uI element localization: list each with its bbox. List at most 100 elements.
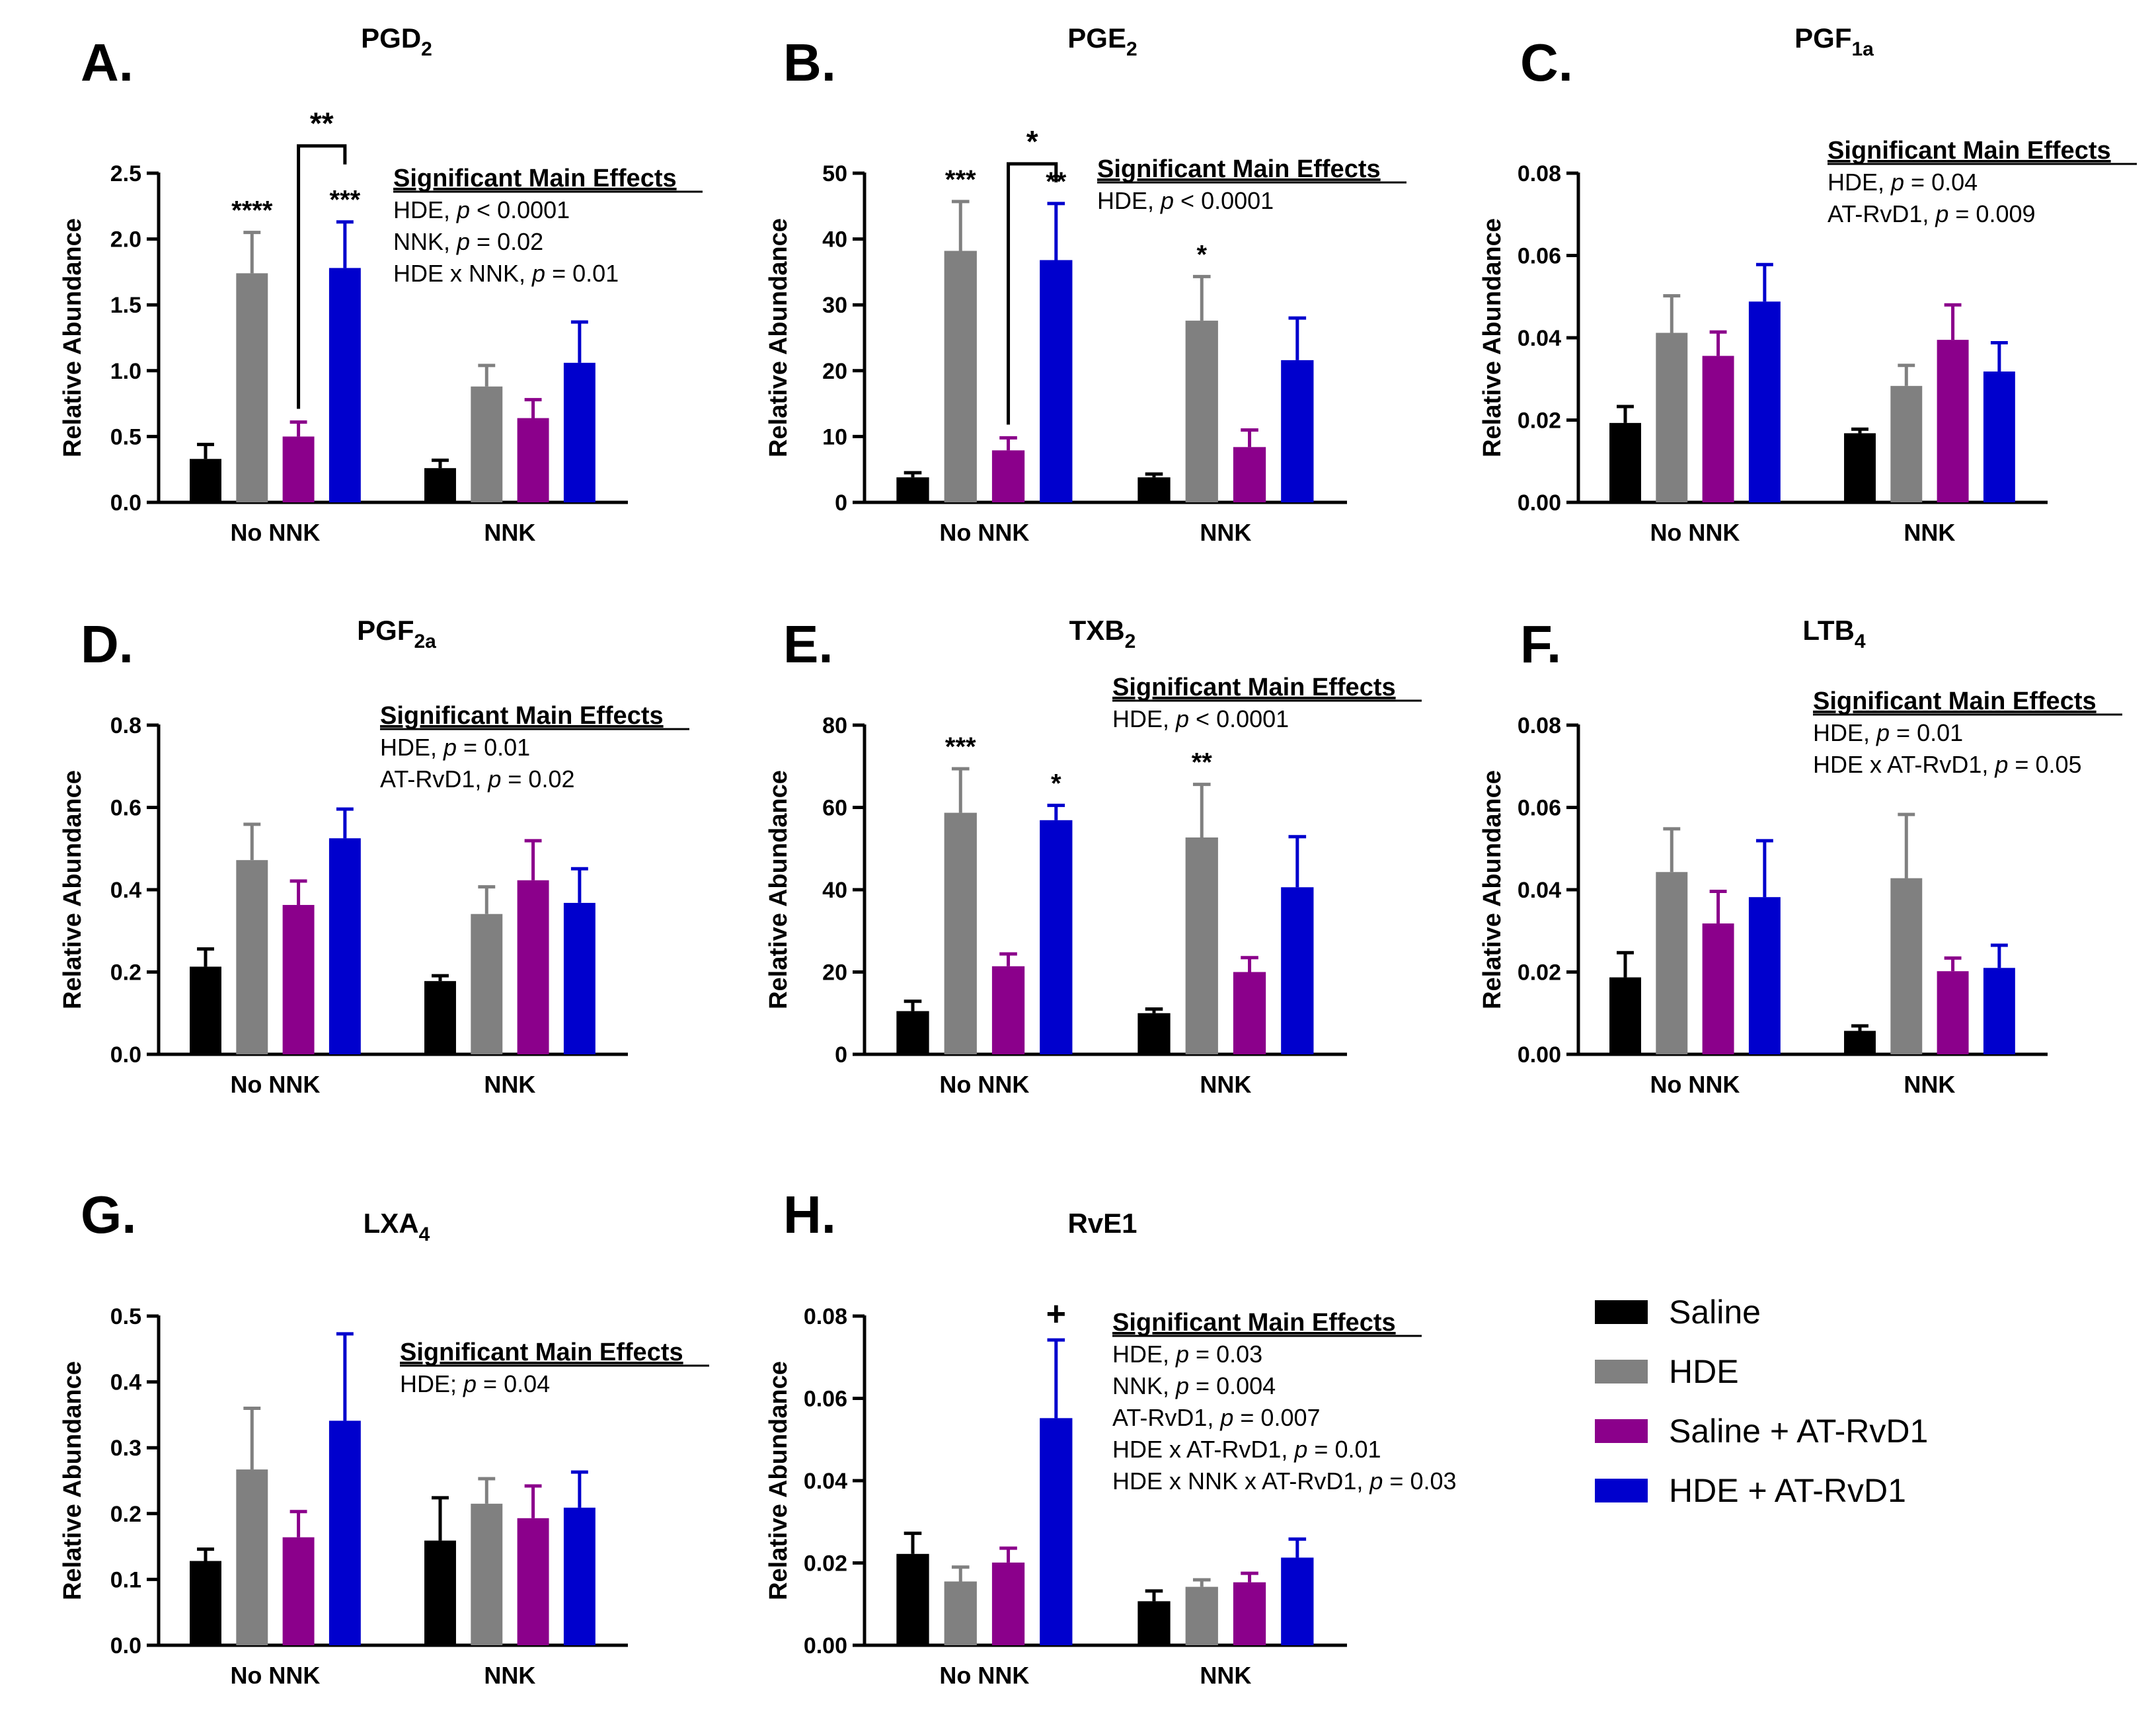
- y-tick-label: 0.08: [804, 1304, 847, 1329]
- main-effect-term: AT-RvD1,: [1828, 200, 1935, 227]
- bar: [896, 1011, 929, 1054]
- main-effect-p: p: [1369, 1467, 1383, 1495]
- main-effect-value: = 0.03: [1383, 1467, 1456, 1495]
- chart-title-main: RvE1: [1067, 1208, 1137, 1239]
- y-tick-label: 0.04: [804, 1469, 847, 1494]
- main-effect-p: p: [1175, 1341, 1189, 1368]
- bar: [896, 1553, 929, 1645]
- main-effect-p: p: [456, 228, 470, 255]
- main-effect-value: = 0.01: [457, 734, 530, 761]
- main-effect-value: < 0.0001: [470, 196, 570, 223]
- y-axis-label: Relative Abundance: [1479, 770, 1506, 1009]
- x-tick-label: NNK: [1200, 1071, 1251, 1098]
- y-tick-label: 2.5: [110, 161, 141, 186]
- main-effect-value: = 0.01: [1307, 1436, 1381, 1463]
- main-effects-box: Significant Main Effects HDE, p = 0.03 NNK…: [1112, 1309, 1457, 1495]
- y-axis-label: Relative Abundance: [59, 770, 87, 1009]
- y-tick-label: 0: [835, 1042, 847, 1068]
- main-effect-line: HDE, p < 0.0001: [1097, 187, 1274, 214]
- bar: [1656, 872, 1688, 1054]
- legend-item: Saline: [1595, 1294, 1761, 1331]
- legend-swatch: [1595, 1360, 1648, 1383]
- main-effect-line: AT-RvD1, p = 0.009: [1828, 200, 2036, 227]
- bracket-marker: *: [1026, 124, 1038, 159]
- x-tick-label: No NNK: [1650, 1071, 1740, 1098]
- legend-item: HDE + AT-RvD1: [1595, 1472, 1906, 1509]
- y-tick-label: 40: [822, 878, 847, 903]
- bar: [1233, 447, 1266, 502]
- bar: [236, 1469, 268, 1645]
- bar: [1281, 360, 1314, 502]
- bar: [190, 966, 221, 1054]
- panel-letter: C.: [1520, 33, 1573, 92]
- chart-panel-f: F. LTB4 0.00 0.02 0.04 0.06 0.08 Relative Abund…: [1479, 615, 2122, 1098]
- y-tick-label: 2.0: [110, 227, 141, 253]
- chart-title-main: LXA: [364, 1208, 419, 1239]
- y-axis-label: Relative Abundance: [765, 218, 792, 457]
- y-tick-label: 60: [822, 796, 847, 821]
- significance-bracket: [1007, 162, 1058, 425]
- main-effect-line: HDE, p < 0.0001: [393, 196, 570, 223]
- main-effects-heading: Significant Main Effects: [380, 702, 664, 730]
- bar: [1137, 477, 1171, 502]
- chart-title-subscript: 2: [421, 38, 432, 60]
- y-tick-label: 0.04: [1518, 326, 1561, 351]
- x-tick-label: NNK: [1904, 1071, 1955, 1098]
- significance-marker: **: [1192, 748, 1213, 777]
- main-effect-value: = 0.02: [470, 228, 543, 255]
- main-effect-p: p: [1890, 169, 1904, 196]
- main-effect-line: HDE x NNK x AT-RvD1, p = 0.03: [1112, 1467, 1457, 1495]
- bar: [1890, 878, 1923, 1054]
- y-tick-label: 20: [822, 960, 847, 986]
- main-effect-term: HDE,: [380, 734, 443, 761]
- bar: [1040, 820, 1073, 1054]
- bar: [1748, 301, 1781, 502]
- bar: [563, 1507, 596, 1645]
- legend-label: Saline + AT-RvD1: [1669, 1413, 1928, 1450]
- main-effects-heading: Significant Main Effects: [1112, 1309, 1396, 1337]
- y-tick-label: 0.04: [1518, 878, 1561, 903]
- main-effects-box: Significant Main Effects HDE, p < 0.0001: [1097, 155, 1406, 214]
- main-effect-value: = 0.04: [477, 1370, 550, 1397]
- panel-letter: F.: [1520, 615, 1561, 674]
- x-tick-label: NNK: [1200, 1662, 1251, 1689]
- significance-marker: *: [1051, 769, 1061, 798]
- main-effect-p: p: [1160, 187, 1174, 214]
- bar: [328, 268, 361, 502]
- main-effect-line: HDE x AT-RvD1, p = 0.05: [1813, 751, 2082, 778]
- bar: [282, 1537, 315, 1645]
- legend-label: Saline: [1669, 1294, 1761, 1331]
- panel-letter: E.: [783, 615, 833, 674]
- bar: [1748, 897, 1781, 1054]
- bar: [282, 436, 315, 502]
- y-tick-label: 0.5: [110, 424, 141, 449]
- x-tick-label: NNK: [1200, 519, 1251, 546]
- bracket-marker: **: [310, 106, 334, 141]
- bar: [1233, 1582, 1266, 1645]
- y-tick-label: 0.3: [110, 1436, 141, 1461]
- y-tick-label: 0.00: [1518, 1042, 1561, 1068]
- main-effect-value: = 0.05: [2008, 751, 2081, 778]
- bar: [991, 450, 1025, 502]
- main-effect-line: HDE, p < 0.0001: [1112, 705, 1289, 732]
- main-effect-term: HDE,: [1813, 719, 1876, 746]
- main-effects-box: Significant Main Effects HDE; p = 0.04: [400, 1339, 709, 1397]
- bar: [424, 468, 456, 502]
- main-effect-p: p: [1175, 705, 1189, 732]
- bar: [563, 902, 596, 1054]
- y-tick-label: 0.1: [110, 1567, 141, 1592]
- chart-title-subscript: 2: [1126, 38, 1137, 60]
- main-effect-value: = 0.01: [545, 260, 619, 287]
- bar: [1233, 972, 1266, 1054]
- bar: [236, 860, 268, 1054]
- main-effect-value: = 0.004: [1189, 1372, 1276, 1399]
- main-effect-term: HDE,: [393, 196, 457, 223]
- main-effect-line: AT-RvD1, p = 0.007: [1112, 1404, 1321, 1431]
- main-effect-term: HDE,: [1097, 187, 1161, 214]
- y-tick-label: 0.2: [110, 960, 141, 986]
- bar: [1656, 332, 1688, 502]
- main-effect-term: AT-RvD1,: [380, 765, 488, 793]
- main-effects-box: Significant Main Effects HDE, p < 0.0001: [1112, 674, 1422, 732]
